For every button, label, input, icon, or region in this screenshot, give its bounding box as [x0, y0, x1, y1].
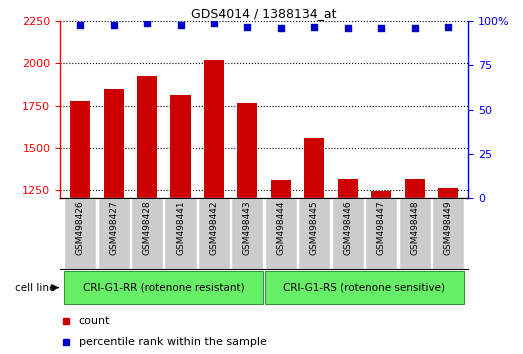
- Bar: [131, 198, 163, 269]
- Bar: [365, 198, 397, 269]
- Text: count: count: [78, 316, 110, 326]
- Bar: [332, 198, 364, 269]
- Text: GSM498449: GSM498449: [444, 200, 452, 255]
- Bar: [64, 271, 264, 304]
- Point: [444, 24, 452, 29]
- Point: [411, 25, 419, 31]
- Bar: [438, 188, 458, 354]
- Bar: [265, 198, 297, 269]
- Point: [109, 22, 118, 28]
- Text: percentile rank within the sample: percentile rank within the sample: [78, 337, 267, 347]
- Text: GSM498444: GSM498444: [276, 200, 286, 255]
- Bar: [298, 198, 331, 269]
- Bar: [338, 179, 358, 354]
- Bar: [104, 88, 123, 354]
- Text: GSM498428: GSM498428: [143, 200, 152, 255]
- Point: [210, 20, 218, 26]
- Bar: [271, 180, 291, 354]
- Bar: [304, 138, 324, 354]
- Point: [310, 24, 319, 29]
- Bar: [231, 198, 264, 269]
- Text: cell line: cell line: [15, 282, 55, 293]
- Text: CRI-G1-RR (rotenone resistant): CRI-G1-RR (rotenone resistant): [83, 282, 245, 293]
- Text: GSM498443: GSM498443: [243, 200, 252, 255]
- Bar: [371, 191, 391, 354]
- Bar: [164, 198, 197, 269]
- Bar: [399, 198, 430, 269]
- Bar: [70, 101, 90, 354]
- Bar: [405, 179, 425, 354]
- Text: GSM498441: GSM498441: [176, 200, 185, 255]
- Text: GSM498448: GSM498448: [410, 200, 419, 255]
- Title: GDS4014 / 1388134_at: GDS4014 / 1388134_at: [191, 7, 337, 20]
- Bar: [198, 198, 230, 269]
- Text: GSM498447: GSM498447: [377, 200, 385, 255]
- Bar: [204, 60, 224, 354]
- Text: GSM498426: GSM498426: [76, 200, 85, 255]
- Bar: [64, 198, 96, 269]
- Text: CRI-G1-RS (rotenone sensitive): CRI-G1-RS (rotenone sensitive): [283, 282, 446, 293]
- Point: [277, 25, 285, 31]
- Bar: [432, 198, 464, 269]
- Point: [344, 25, 352, 31]
- Point: [76, 22, 84, 28]
- Text: GSM498442: GSM498442: [209, 200, 219, 255]
- Bar: [170, 96, 190, 354]
- Bar: [98, 198, 130, 269]
- Bar: [265, 271, 464, 304]
- Text: GSM498427: GSM498427: [109, 200, 118, 255]
- Point: [143, 20, 151, 26]
- Bar: [237, 103, 257, 354]
- Point: [176, 22, 185, 28]
- Point: [243, 24, 252, 29]
- Text: GSM498446: GSM498446: [343, 200, 352, 255]
- Point: [377, 25, 385, 31]
- Text: GSM498445: GSM498445: [310, 200, 319, 255]
- Bar: [137, 76, 157, 354]
